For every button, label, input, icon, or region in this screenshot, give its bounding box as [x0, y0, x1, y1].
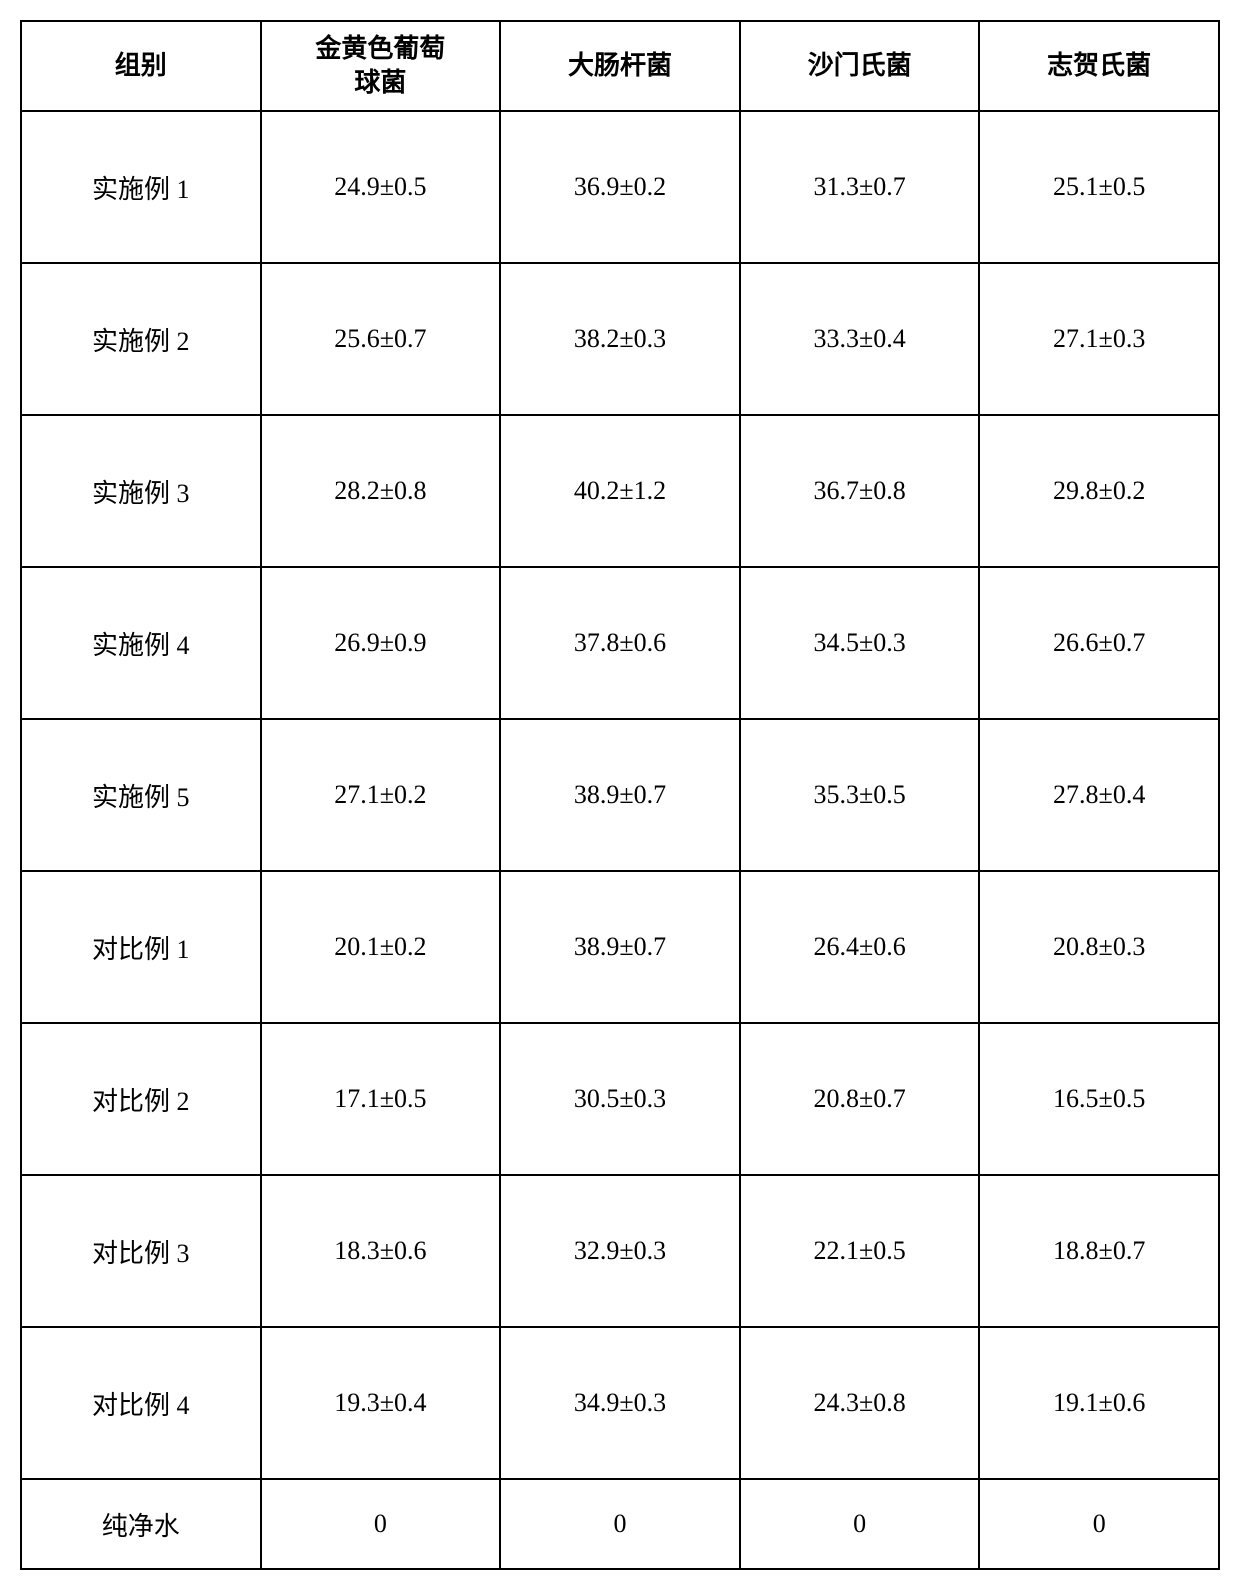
cell-group-label: 对比例 1: [21, 871, 261, 1023]
cell-value: 17.1±0.5: [261, 1023, 501, 1175]
cell-value: 0: [500, 1479, 740, 1569]
column-header-ecoli: 大肠杆菌: [500, 21, 740, 111]
cell-group-label: 实施例 1: [21, 111, 261, 263]
table-body: 实施例 1 24.9±0.5 36.9±0.2 31.3±0.7 25.1±0.…: [21, 111, 1219, 1569]
cell-value: 37.8±0.6: [500, 567, 740, 719]
cell-value: 19.1±0.6: [979, 1327, 1219, 1479]
cell-value: 38.9±0.7: [500, 719, 740, 871]
column-header-staph-line1: 金黄色葡萄球菌: [315, 34, 445, 97]
cell-value: 40.2±1.2: [500, 415, 740, 567]
cell-value: 30.5±0.3: [500, 1023, 740, 1175]
column-header-group: 组别: [21, 21, 261, 111]
cell-value: 22.1±0.5: [740, 1175, 980, 1327]
cell-value: 36.9±0.2: [500, 111, 740, 263]
cell-value: 34.9±0.3: [500, 1327, 740, 1479]
column-header-shigella: 志贺氏菌: [979, 21, 1219, 111]
column-header-staph: 金黄色葡萄球菌: [261, 21, 501, 111]
cell-value: 26.4±0.6: [740, 871, 980, 1023]
cell-value: 25.1±0.5: [979, 111, 1219, 263]
table-row: 对比例 2 17.1±0.5 30.5±0.3 20.8±0.7 16.5±0.…: [21, 1023, 1219, 1175]
cell-value: 36.7±0.8: [740, 415, 980, 567]
cell-group-label: 实施例 3: [21, 415, 261, 567]
cell-value: 0: [261, 1479, 501, 1569]
cell-value: 25.6±0.7: [261, 263, 501, 415]
column-header-salmonella: 沙门氏菌: [740, 21, 980, 111]
cell-value: 38.9±0.7: [500, 871, 740, 1023]
cell-value: 0: [740, 1479, 980, 1569]
table-row: 实施例 5 27.1±0.2 38.9±0.7 35.3±0.5 27.8±0.…: [21, 719, 1219, 871]
cell-value: 32.9±0.3: [500, 1175, 740, 1327]
cell-value: 18.3±0.6: [261, 1175, 501, 1327]
cell-group-label: 实施例 2: [21, 263, 261, 415]
cell-group-label: 实施例 4: [21, 567, 261, 719]
cell-value: 24.9±0.5: [261, 111, 501, 263]
cell-value: 33.3±0.4: [740, 263, 980, 415]
cell-group-label: 实施例 5: [21, 719, 261, 871]
cell-value: 26.6±0.7: [979, 567, 1219, 719]
cell-group-label: 对比例 4: [21, 1327, 261, 1479]
table-row: 对比例 1 20.1±0.2 38.9±0.7 26.4±0.6 20.8±0.…: [21, 871, 1219, 1023]
table-row: 实施例 3 28.2±0.8 40.2±1.2 36.7±0.8 29.8±0.…: [21, 415, 1219, 567]
table-row: 纯净水 0 0 0 0: [21, 1479, 1219, 1569]
cell-value: 24.3±0.8: [740, 1327, 980, 1479]
data-table: 组别 金黄色葡萄球菌 大肠杆菌 沙门氏菌 志贺氏菌 实施例 1 24.9±0.5…: [20, 20, 1220, 1570]
table-row: 实施例 1 24.9±0.5 36.9±0.2 31.3±0.7 25.1±0.…: [21, 111, 1219, 263]
cell-value: 27.8±0.4: [979, 719, 1219, 871]
cell-value: 28.2±0.8: [261, 415, 501, 567]
cell-group-label: 对比例 2: [21, 1023, 261, 1175]
cell-value: 0: [979, 1479, 1219, 1569]
cell-value: 38.2±0.3: [500, 263, 740, 415]
cell-value: 26.9±0.9: [261, 567, 501, 719]
cell-value: 27.1±0.2: [261, 719, 501, 871]
table-row: 对比例 3 18.3±0.6 32.9±0.3 22.1±0.5 18.8±0.…: [21, 1175, 1219, 1327]
cell-value: 20.8±0.3: [979, 871, 1219, 1023]
cell-value: 16.5±0.5: [979, 1023, 1219, 1175]
table-row: 对比例 4 19.3±0.4 34.9±0.3 24.3±0.8 19.1±0.…: [21, 1327, 1219, 1479]
table-row: 实施例 4 26.9±0.9 37.8±0.6 34.5±0.3 26.6±0.…: [21, 567, 1219, 719]
cell-value: 29.8±0.2: [979, 415, 1219, 567]
cell-value: 20.1±0.2: [261, 871, 501, 1023]
cell-value: 34.5±0.3: [740, 567, 980, 719]
cell-value: 27.1±0.3: [979, 263, 1219, 415]
cell-group-label: 纯净水: [21, 1479, 261, 1569]
cell-value: 31.3±0.7: [740, 111, 980, 263]
cell-value: 19.3±0.4: [261, 1327, 501, 1479]
cell-group-label: 对比例 3: [21, 1175, 261, 1327]
cell-value: 35.3±0.5: [740, 719, 980, 871]
cell-value: 18.8±0.7: [979, 1175, 1219, 1327]
cell-value: 20.8±0.7: [740, 1023, 980, 1175]
table-header-row: 组别 金黄色葡萄球菌 大肠杆菌 沙门氏菌 志贺氏菌: [21, 21, 1219, 111]
table-row: 实施例 2 25.6±0.7 38.2±0.3 33.3±0.4 27.1±0.…: [21, 263, 1219, 415]
